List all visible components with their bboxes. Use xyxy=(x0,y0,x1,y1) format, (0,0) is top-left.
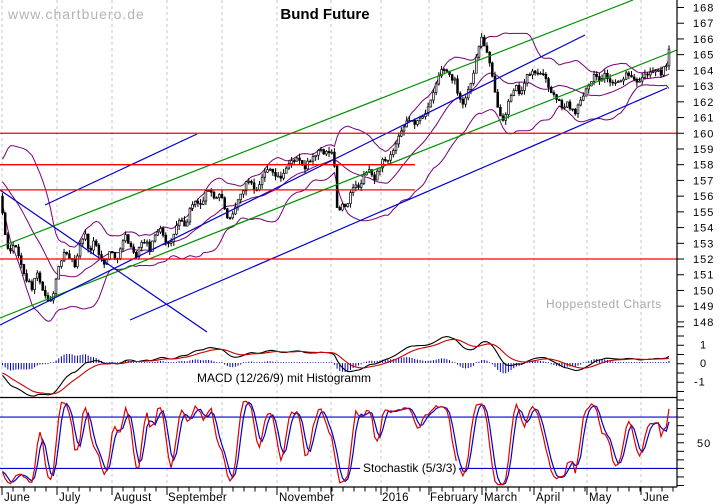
svg-text:154: 154 xyxy=(693,223,714,235)
svg-text:153: 153 xyxy=(693,238,714,250)
svg-text:167: 167 xyxy=(693,18,714,30)
chart-title: Bund Future xyxy=(280,6,370,23)
macd-panel xyxy=(2,336,670,397)
svg-text:162: 162 xyxy=(693,97,714,109)
svg-text:160: 160 xyxy=(693,128,714,140)
axes-layer xyxy=(0,0,684,495)
svg-text:50: 50 xyxy=(697,438,711,450)
candles-layer xyxy=(1,33,671,304)
trend-lines xyxy=(0,0,678,333)
svg-text:February: February xyxy=(430,492,478,504)
svg-text:June: June xyxy=(4,492,30,504)
svg-text:148: 148 xyxy=(693,317,714,329)
svg-text:May: May xyxy=(589,492,612,504)
stochastic-panel xyxy=(0,400,677,486)
svg-text:November: November xyxy=(279,492,334,504)
svg-text:151: 151 xyxy=(693,270,714,282)
grid-layer xyxy=(1,0,642,487)
svg-text:165: 165 xyxy=(693,50,714,62)
svg-text:156: 156 xyxy=(693,191,714,203)
svg-text:April: April xyxy=(536,492,561,504)
svg-text:July: July xyxy=(59,492,81,504)
svg-text:155: 155 xyxy=(693,207,714,219)
svg-text:August: August xyxy=(114,492,152,504)
svg-text:158: 158 xyxy=(693,160,714,172)
svg-text:1: 1 xyxy=(700,340,707,352)
resistance-lines xyxy=(0,132,677,260)
svg-text:152: 152 xyxy=(693,254,714,266)
svg-text:166: 166 xyxy=(693,34,714,46)
macd-panel-label: MACD (12/26/9) mit Histogramm xyxy=(197,371,372,385)
axis-labels: 168 167 166 165 164 163 162 161 160 159 158 157 156 1… xyxy=(4,3,714,504)
svg-text:163: 163 xyxy=(693,81,714,93)
svg-text:June: June xyxy=(643,492,669,504)
svg-text:September: September xyxy=(168,492,227,504)
svg-text:-1: -1 xyxy=(694,377,706,389)
svg-text:149: 149 xyxy=(693,301,714,313)
watermark-text: www.chartbuero.de xyxy=(8,6,145,22)
svg-text:0: 0 xyxy=(700,358,707,370)
svg-text:168: 168 xyxy=(693,3,714,15)
svg-text:164: 164 xyxy=(693,65,714,77)
svg-text:March: March xyxy=(484,492,517,504)
stochastic-panel-label: Stochastik (5/3/3) xyxy=(360,461,460,475)
svg-text:157: 157 xyxy=(693,175,714,187)
svg-text:2016: 2016 xyxy=(382,492,409,504)
svg-text:161: 161 xyxy=(693,113,714,125)
svg-text:150: 150 xyxy=(693,285,714,297)
credit-text: Hoppenstedt Charts xyxy=(546,297,662,311)
svg-text:159: 159 xyxy=(693,144,714,156)
